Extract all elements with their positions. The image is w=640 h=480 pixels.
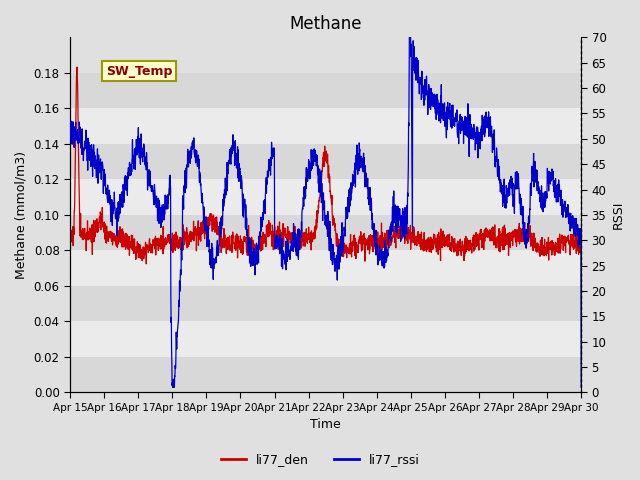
Y-axis label: Methane (mmol/m3): Methane (mmol/m3) (15, 151, 28, 279)
Bar (70, 357, 581, 393)
Bar (70, 286, 581, 322)
Bar (70, 144, 581, 180)
Legend: li77_den, li77_rssi: li77_den, li77_rssi (216, 448, 424, 471)
Bar (70, 108, 581, 144)
Bar (70, 322, 581, 357)
Bar (70, 251, 581, 286)
Y-axis label: RSSI: RSSI (612, 201, 625, 229)
Text: SW_Temp: SW_Temp (106, 65, 172, 78)
X-axis label: Time: Time (310, 419, 341, 432)
Title: Methane: Methane (289, 15, 362, 33)
Bar (70, 180, 581, 215)
Bar (70, 73, 581, 108)
Bar (70, 215, 581, 251)
